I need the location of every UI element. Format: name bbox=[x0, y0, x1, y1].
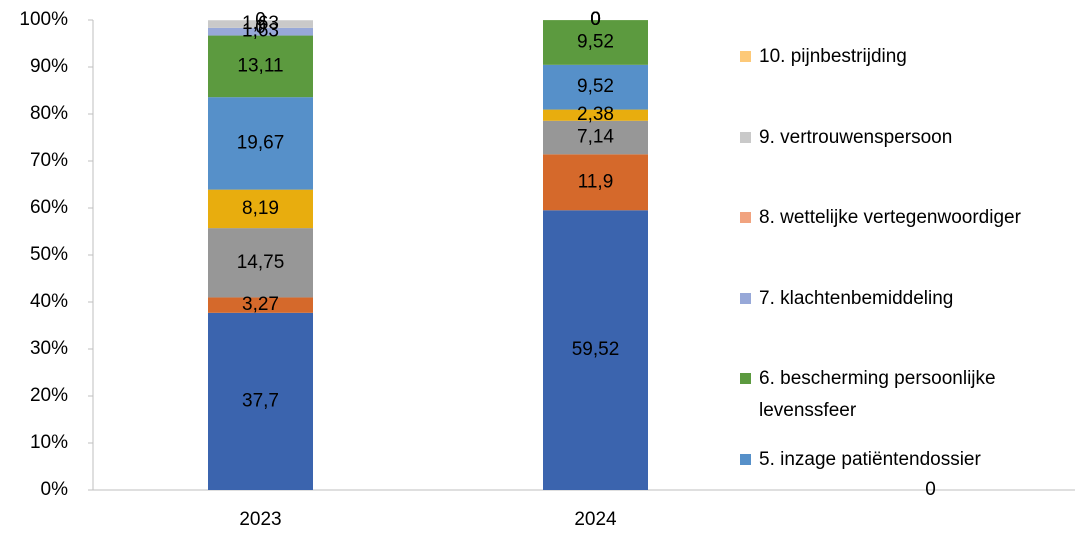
data-label: 7,14 bbox=[577, 127, 614, 148]
data-label: 2,38 bbox=[577, 104, 614, 125]
data-label: 37,7 bbox=[242, 390, 279, 411]
bar-segment bbox=[543, 20, 648, 65]
bar-segment bbox=[208, 97, 313, 190]
y-tick-label: 50% bbox=[30, 244, 68, 265]
data-label: 8,19 bbox=[242, 198, 279, 219]
data-label: 19,67 bbox=[237, 132, 285, 153]
y-tick-label: 90% bbox=[30, 56, 68, 77]
legend-swatch bbox=[740, 51, 751, 62]
data-label: 9,52 bbox=[577, 31, 614, 52]
legend-label: 5. inzage patiëntendossier bbox=[759, 448, 981, 470]
y-tick-label: 100% bbox=[19, 9, 68, 30]
data-label: 0 bbox=[590, 9, 601, 30]
data-label: 0 bbox=[925, 479, 936, 500]
y-tick-label: 40% bbox=[30, 291, 68, 312]
y-tick-label: 70% bbox=[30, 150, 68, 171]
y-tick-label: 60% bbox=[30, 197, 68, 218]
y-tick-label: 80% bbox=[30, 103, 68, 124]
bar-segment bbox=[543, 109, 648, 121]
data-label: 1,63 bbox=[242, 21, 279, 42]
bar-segment bbox=[208, 189, 313, 229]
legend-label: 7. klachtenbemiddeling bbox=[759, 287, 954, 309]
y-tick-label: 10% bbox=[30, 432, 68, 453]
legend-swatch bbox=[740, 212, 751, 223]
bar-segment bbox=[208, 228, 313, 298]
legend-swatch bbox=[740, 373, 751, 384]
data-label: 11,9 bbox=[578, 171, 614, 192]
legend-swatch bbox=[740, 131, 751, 143]
bar-segment bbox=[543, 154, 648, 211]
bar-segment bbox=[543, 64, 648, 110]
y-tick-label: 20% bbox=[30, 385, 68, 406]
legend-item: 8. wettelijke vertegenwoordiger bbox=[740, 202, 1088, 234]
bar-segment bbox=[208, 297, 313, 313]
legend-item: 5. inzage patiëntendossier bbox=[740, 444, 1088, 476]
legend-label: 10. pijnbestrijding bbox=[759, 46, 907, 67]
data-label: 13,11 bbox=[237, 55, 283, 76]
y-tick-label: 0% bbox=[41, 479, 69, 500]
data-label: 3,27 bbox=[242, 294, 279, 315]
bar-segment bbox=[208, 35, 313, 98]
legend-label: 8. wettelijke vertegenwoordiger bbox=[759, 207, 1021, 228]
data-label: 1,63 bbox=[242, 13, 279, 34]
data-label: 0 bbox=[590, 9, 601, 30]
legend-swatch bbox=[740, 292, 751, 304]
data-label: 0 bbox=[590, 9, 601, 30]
legend-swatch bbox=[740, 453, 751, 465]
data-label: 0 bbox=[590, 9, 601, 30]
x-tick-label: 2023 bbox=[239, 509, 281, 530]
bar-segment bbox=[543, 210, 648, 491]
bar-segment bbox=[208, 20, 313, 28]
data-label: 9,52 bbox=[577, 76, 614, 97]
legend-label: 9. vertrouwenspersoon bbox=[759, 126, 953, 148]
x-tick-label: 2024 bbox=[574, 509, 617, 530]
data-label: 14,75 bbox=[237, 252, 285, 273]
data-label: 0 bbox=[255, 9, 266, 30]
legend-item: 6. bescherming persoonlijke levenssfeer bbox=[740, 363, 1088, 427]
legend-item: 10. pijnbestrijding bbox=[740, 41, 1088, 73]
legend-item: 9. vertrouwenspersoon bbox=[740, 122, 1088, 154]
bar-segment bbox=[208, 312, 313, 490]
bar-segment bbox=[543, 120, 648, 155]
legend-label: 6. bescherming persoonlijke levenssfeer bbox=[759, 368, 996, 421]
bar-segment bbox=[208, 27, 313, 36]
y-tick-label: 30% bbox=[30, 338, 68, 359]
data-label: 59,52 bbox=[572, 339, 620, 360]
legend-item: 7. klachtenbemiddeling bbox=[740, 283, 1088, 315]
data-label: 0 bbox=[255, 17, 266, 38]
